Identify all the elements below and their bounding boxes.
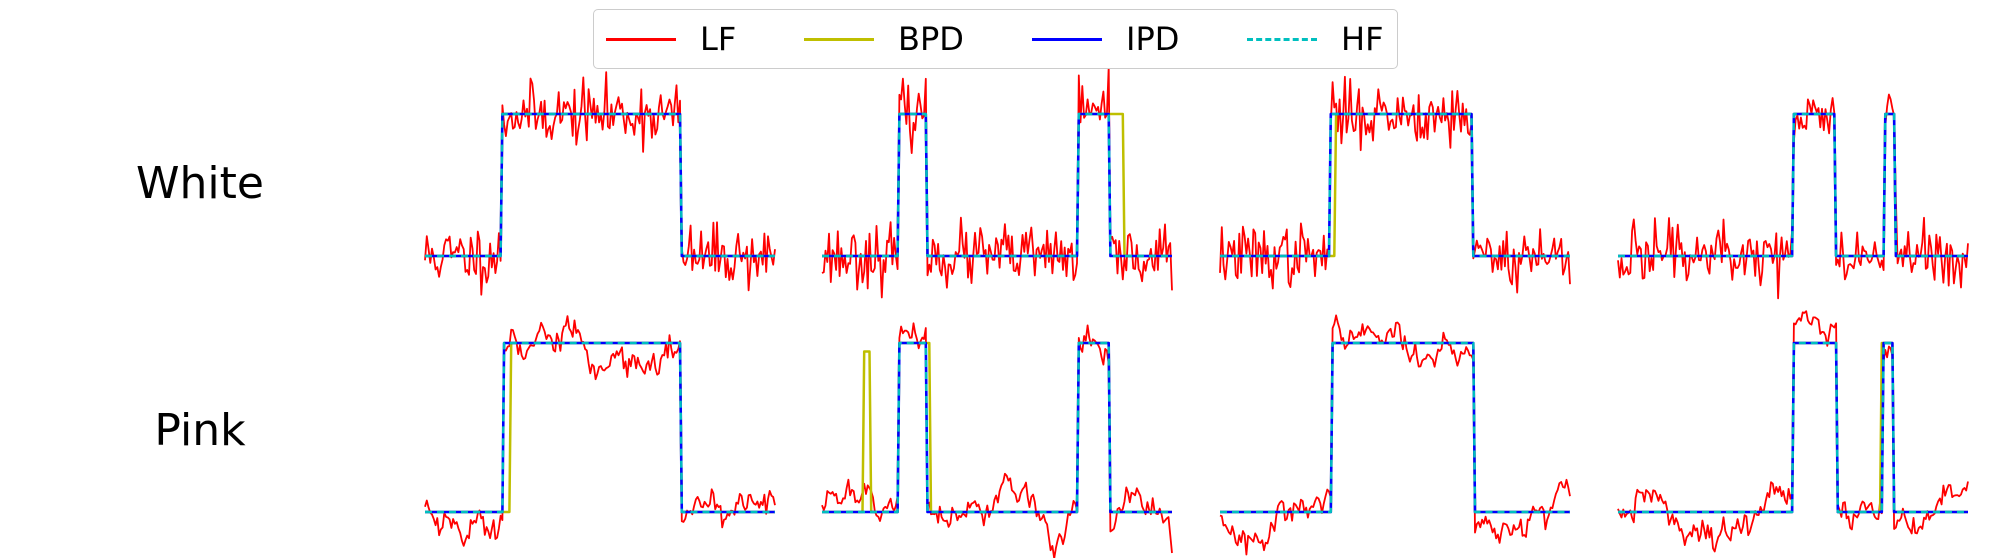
bpd-line	[822, 341, 1172, 514]
legend-swatch-ipd	[1032, 37, 1102, 41]
legend-swatch-hf	[1247, 37, 1317, 41]
hf-line	[1618, 112, 1968, 258]
bpd-line	[822, 112, 1172, 258]
legend-label-lf: LF	[700, 20, 737, 58]
ipd-line	[822, 341, 1172, 514]
hf-line	[1220, 341, 1570, 514]
legend-item-ipd: IPD	[1032, 10, 1179, 68]
legend-item-hf: HF	[1247, 10, 1383, 68]
panel-pink-1	[424, 315, 776, 547]
legend-swatch-lf	[606, 37, 676, 41]
legend-swatch-bpd	[804, 37, 874, 41]
panel-pink-3	[1219, 314, 1571, 556]
legend-label-bpd: BPD	[898, 20, 964, 58]
panel-white-1	[424, 71, 776, 296]
ipd-line	[1220, 112, 1570, 258]
ipd-line	[1220, 341, 1570, 514]
lf-line	[424, 71, 776, 296]
panel-white-3	[1219, 75, 1571, 294]
lf-line	[821, 322, 1173, 558]
lf-line	[821, 65, 1173, 299]
panel-pink-4	[1617, 310, 1969, 553]
lf-line	[1219, 75, 1571, 294]
bpd-line	[425, 341, 775, 514]
hf-line	[1220, 112, 1570, 258]
hf-line	[1618, 341, 1968, 514]
legend-label-ipd: IPD	[1126, 20, 1180, 58]
ipd-line	[425, 341, 775, 514]
panel-pink-2	[821, 322, 1173, 558]
hf-line	[425, 112, 775, 258]
ipd-line	[822, 112, 1172, 258]
row-label-pink: Pink	[154, 405, 246, 456]
chart-legend: LF BPD IPD HF	[593, 9, 1398, 69]
bpd-line	[1220, 341, 1570, 514]
hf-line	[822, 341, 1172, 514]
lf-line	[1219, 314, 1571, 556]
row-label-white: White	[136, 158, 264, 209]
bpd-line	[1220, 112, 1570, 258]
legend-label-hf: HF	[1341, 20, 1384, 58]
lf-line	[424, 315, 776, 547]
legend-item-bpd: BPD	[804, 10, 964, 68]
panel-white-2	[821, 65, 1173, 299]
hf-line	[425, 341, 775, 514]
panel-white-4	[1617, 93, 1969, 300]
legend-item-lf: LF	[606, 10, 736, 68]
hf-line	[822, 112, 1172, 258]
